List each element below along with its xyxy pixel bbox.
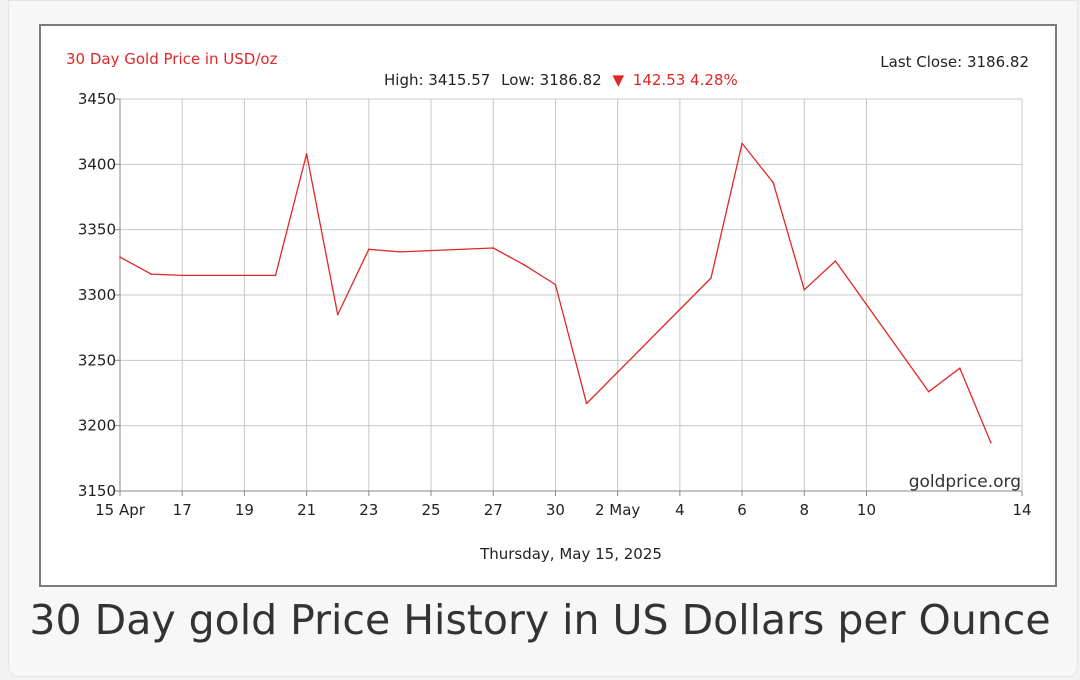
price-line <box>119 142 992 443</box>
price-point <box>368 248 370 251</box>
price-point <box>523 264 526 266</box>
change-value: 142.53 4.28% <box>633 71 738 89</box>
price-point <box>990 441 992 444</box>
x-tick-label: 23 <box>359 501 378 519</box>
high-value: High: 3415.57 <box>384 71 490 89</box>
x-tick-label: 15 Apr <box>95 501 146 519</box>
axis-layer: 3150 3200 3250 3300 3350 3400 3450 15 Apr 17 19 21… <box>78 90 1032 519</box>
price-point <box>772 181 774 184</box>
price-point <box>834 260 837 262</box>
gold-price-chart: 3150 3200 3250 3300 3350 3400 3450 15 Apr 17 19 21… <box>66 50 1032 563</box>
price-point <box>803 288 806 291</box>
chart-title: 30 Day Gold Price in USD/oz <box>66 50 278 68</box>
down-arrow-icon: ▼ <box>612 71 624 89</box>
x-tick-label: 2 May <box>595 501 640 519</box>
y-tick-label: 3200 <box>78 417 116 435</box>
price-point <box>305 153 308 155</box>
y-tick-label: 3350 <box>78 221 116 239</box>
x-tick-label: 27 <box>484 501 503 519</box>
x-tick-label: 8 <box>800 501 810 519</box>
x-tick-label: 21 <box>297 501 316 519</box>
y-tick-label: 3450 <box>78 90 116 108</box>
price-point <box>554 283 557 286</box>
x-tick-label: 14 <box>1012 501 1031 519</box>
x-tick-label: 30 <box>546 501 565 519</box>
chart-caption: 30 Day gold Price History in US Dollars … <box>29 596 1051 644</box>
stats-line: High: 3415.57 Low: 3186.82 ▼ 142.53 4.28… <box>384 71 738 89</box>
price-point <box>399 251 401 253</box>
series-layer <box>119 142 992 444</box>
price-point <box>274 274 277 277</box>
price-point <box>492 247 495 249</box>
price-point <box>181 274 184 277</box>
y-tick-label: 3400 <box>78 155 116 173</box>
y-tick-label: 3300 <box>78 286 116 304</box>
last-close-label: Last Close: 3186.82 <box>880 53 1029 71</box>
y-tick-label: 3250 <box>78 351 116 369</box>
grid-layer <box>120 98 1023 492</box>
y-tick-label: 3150 <box>78 482 116 500</box>
x-tick-label: 10 <box>857 501 876 519</box>
price-point <box>336 313 339 316</box>
price-point <box>150 273 152 275</box>
price-point <box>958 367 961 369</box>
x-tick-label: 19 <box>235 501 254 519</box>
price-point <box>927 390 930 393</box>
x-tick-label: 17 <box>173 501 192 519</box>
price-point <box>585 402 588 405</box>
watermark: goldprice.org <box>909 472 1021 492</box>
price-point <box>741 142 743 145</box>
price-point <box>119 256 121 258</box>
x-tick-label: 4 <box>675 501 685 519</box>
x-tick-label: 25 <box>421 501 440 519</box>
price-point <box>710 277 712 279</box>
x-axis-label: Thursday, May 15, 2025 <box>479 545 662 563</box>
x-tick-label: 6 <box>737 501 747 519</box>
low-value: Low: 3186.82 <box>501 71 602 89</box>
chart-frame: 3150 3200 3250 3300 3350 3400 3450 15 Apr 17 19 21… <box>39 24 1057 587</box>
